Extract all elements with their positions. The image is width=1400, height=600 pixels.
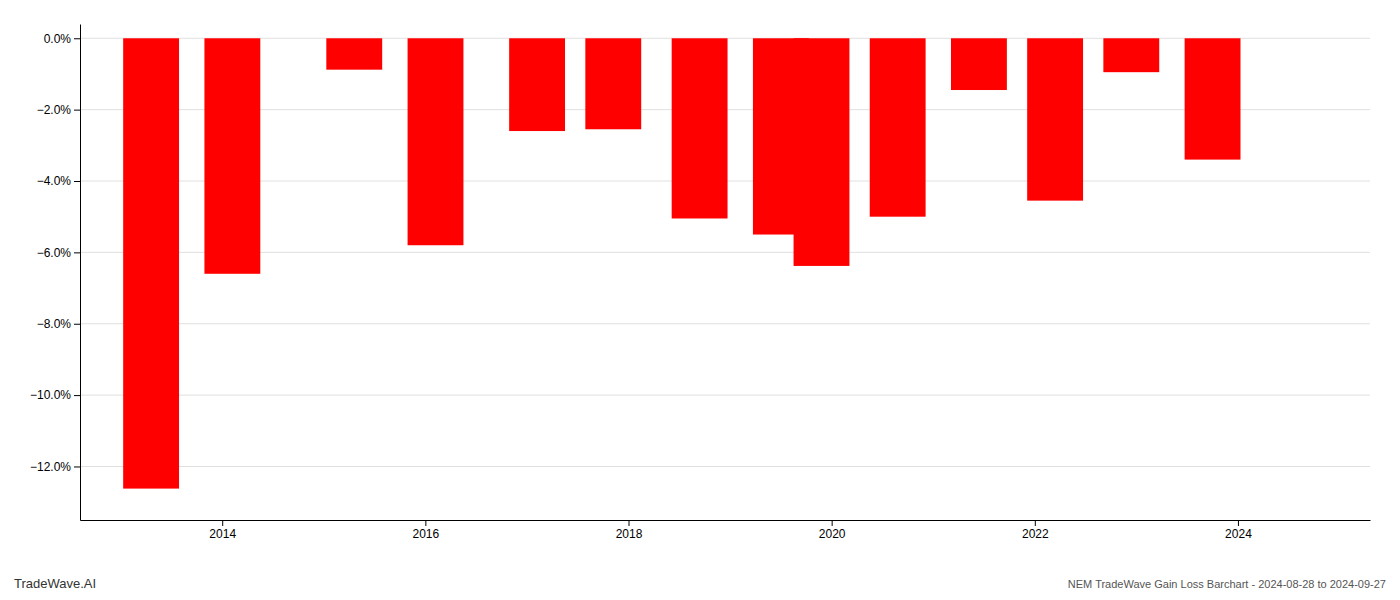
y-tick-label: −2.0% <box>37 103 72 117</box>
bar <box>204 38 260 274</box>
bar <box>1185 38 1241 159</box>
x-tick-label: 2016 <box>413 527 440 541</box>
y-tick-mark <box>74 181 80 182</box>
x-tick: 2020 <box>819 520 846 541</box>
bar <box>672 38 728 218</box>
y-tick: −12.0% <box>30 460 80 474</box>
y-tick-mark <box>74 466 80 467</box>
y-tick: 0.0% <box>44 32 80 46</box>
y-tick-mark <box>74 252 80 253</box>
y-tick-label: −12.0% <box>30 460 71 474</box>
x-tick-mark <box>425 520 426 526</box>
x-tick: 2016 <box>413 520 440 541</box>
annotation: TradeWave.AI <box>14 576 96 591</box>
x-tick-label: 2018 <box>616 527 643 541</box>
bar <box>585 38 641 129</box>
x-tick-mark <box>832 520 833 526</box>
bar <box>509 38 565 131</box>
y-tick: −6.0% <box>37 246 80 260</box>
bar <box>870 38 926 216</box>
x-tick-mark <box>629 520 630 526</box>
x-tick: 2024 <box>1225 520 1252 541</box>
y-tick-mark <box>74 395 80 396</box>
y-tick-label: 0.0% <box>44 32 72 46</box>
y-tick: −4.0% <box>37 174 80 188</box>
bars <box>123 38 1240 488</box>
x-tick-mark <box>1238 520 1239 526</box>
y-tick-label: −4.0% <box>37 174 72 188</box>
grid-line <box>80 466 1370 467</box>
x-tick-label: 2022 <box>1022 527 1049 541</box>
bar <box>326 38 382 69</box>
bar <box>408 38 464 245</box>
chart: 0.0% −2.0% −4.0% −6.0% −8.0% −10.0% −12.0% 2014… <box>0 0 1400 600</box>
x-axis: 2014 2016 2018 2020 2022 2024 <box>81 520 1371 541</box>
bar <box>1027 38 1083 200</box>
title: NEM TradeWave Gain Loss Barchart - 2024-… <box>1068 578 1386 590</box>
y-tick-label: −8.0% <box>37 317 72 331</box>
bar <box>1103 38 1159 72</box>
x-axis-line <box>81 520 1371 521</box>
y-tick-label: −10.0% <box>30 388 71 402</box>
grid-line <box>80 323 1370 324</box>
y-axis-line <box>80 25 81 521</box>
grid <box>80 38 1370 466</box>
y-tick: −8.0% <box>37 317 80 331</box>
x-tick-mark <box>1035 520 1036 526</box>
x-tick: 2018 <box>616 520 643 541</box>
bar <box>123 38 179 488</box>
x-tick-label: 2020 <box>819 527 846 541</box>
y-tick: −2.0% <box>37 103 80 117</box>
y-tick-mark <box>74 110 80 111</box>
y-axis: 0.0% −2.0% −4.0% −6.0% −8.0% −10.0% −12.0% <box>30 25 81 521</box>
y-tick-mark <box>74 38 80 39</box>
y-tick-mark <box>74 324 80 325</box>
x-tick-label: 2024 <box>1225 527 1252 541</box>
bar <box>951 38 1007 90</box>
bar <box>794 38 850 266</box>
grid-line <box>80 252 1370 253</box>
x-tick: 2014 <box>209 520 236 541</box>
x-tick: 2022 <box>1022 520 1049 541</box>
y-tick: −10.0% <box>30 388 80 402</box>
plot: 0.0% −2.0% −4.0% −6.0% −8.0% −10.0% −12.0% 2014… <box>30 25 1371 541</box>
grid-line <box>80 395 1370 396</box>
y-tick-label: −6.0% <box>37 246 72 260</box>
x-tick-label: 2014 <box>209 527 236 541</box>
x-tick-mark <box>222 520 223 526</box>
